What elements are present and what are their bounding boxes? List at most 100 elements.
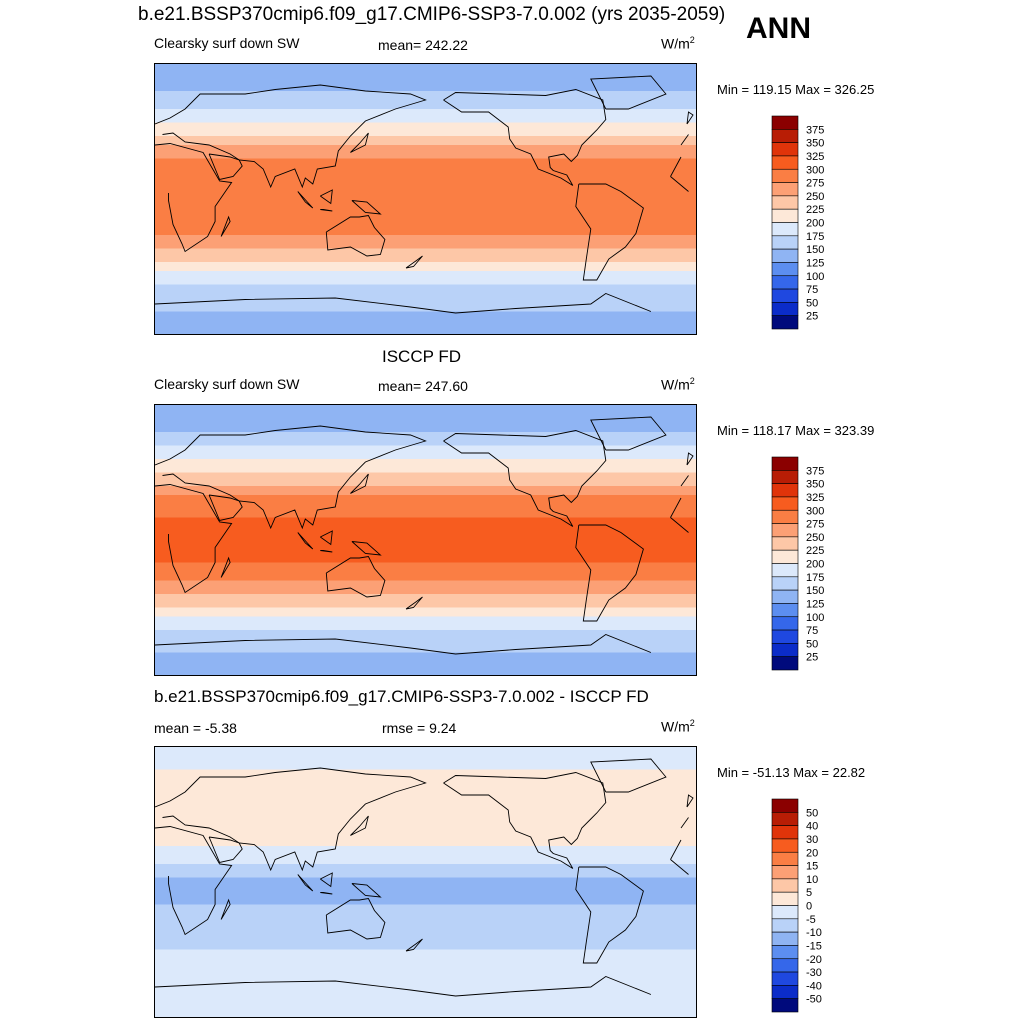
colorbar-tick-label: 275 xyxy=(806,519,824,531)
colorbar-tick-label: 125 xyxy=(806,257,824,269)
field-band xyxy=(155,481,696,487)
field-band xyxy=(155,316,696,322)
colorbar-swatch xyxy=(771,523,799,538)
field-band xyxy=(155,73,696,79)
field-band xyxy=(155,855,696,861)
field-band xyxy=(155,634,696,640)
colorbar-swatch xyxy=(771,195,799,210)
coastline xyxy=(686,794,694,808)
field-band xyxy=(155,508,696,514)
field-band xyxy=(155,1008,696,1014)
colorbar-tick-label: 275 xyxy=(806,178,824,190)
field-band xyxy=(155,127,696,133)
field-band xyxy=(155,118,696,124)
field-band xyxy=(155,239,696,245)
field-band xyxy=(155,765,696,771)
field-band xyxy=(155,990,696,996)
field-band xyxy=(155,648,696,654)
colorbar-swatch xyxy=(771,536,799,551)
coastline xyxy=(686,452,694,466)
coastline xyxy=(320,530,333,546)
colorbar-swatch xyxy=(771,629,799,644)
field-band xyxy=(155,409,696,415)
panel3-colorbar: 50 40 30 20 15 10 5 0 -5 -10 -15 -20 -30 -40 -50 xyxy=(771,798,822,1013)
field-band xyxy=(155,275,696,281)
field-band xyxy=(155,958,696,964)
colorbar-swatch xyxy=(771,603,799,618)
coastline xyxy=(155,292,652,314)
coastline xyxy=(220,898,231,920)
coastline xyxy=(220,215,231,237)
colorbar-swatch xyxy=(771,248,799,263)
colorbar-tick-label: 20 xyxy=(806,847,818,859)
field-band xyxy=(155,158,696,164)
colorbar-swatch xyxy=(771,825,799,840)
field-band xyxy=(155,549,696,555)
field-band xyxy=(155,670,696,675)
colorbar-tick-label: 50 xyxy=(806,807,818,819)
colorbar-swatch xyxy=(771,576,799,591)
field-band xyxy=(155,940,696,946)
colorbar-tick-label: 200 xyxy=(806,559,824,571)
colorbar-tick-label: 0 xyxy=(806,901,812,913)
field-band xyxy=(155,904,696,910)
field-band xyxy=(155,311,696,317)
colorbar-tick-label: 175 xyxy=(806,572,824,584)
field-band xyxy=(155,760,696,766)
field-band xyxy=(155,1012,696,1017)
coastline xyxy=(351,883,382,898)
field-band xyxy=(155,468,696,474)
field-band xyxy=(155,325,696,331)
field-band xyxy=(155,666,696,672)
colorbar-tick-label: -15 xyxy=(806,940,822,952)
field-band xyxy=(155,895,696,901)
coastline xyxy=(351,541,382,556)
field-band xyxy=(155,122,696,128)
colorbar-swatch xyxy=(771,945,799,960)
field-band xyxy=(155,284,696,290)
coastline xyxy=(443,89,607,186)
coastline xyxy=(405,255,423,269)
panel2-map xyxy=(154,404,697,676)
field-band xyxy=(155,320,696,326)
field-band xyxy=(155,486,696,492)
field-band xyxy=(155,454,696,460)
colorbar-swatch xyxy=(771,878,799,893)
colorbar-tick-label: 375 xyxy=(806,124,824,136)
panel3-unit: W/m2 xyxy=(661,718,695,735)
field-band xyxy=(155,221,696,227)
colorbar-tick-label: 15 xyxy=(806,861,818,873)
field-band xyxy=(155,91,696,97)
field-band xyxy=(155,194,696,200)
field-band xyxy=(155,823,696,829)
field-band xyxy=(155,882,696,888)
field-band xyxy=(155,163,696,169)
colorbar-swatch xyxy=(771,222,799,237)
field-band xyxy=(155,154,696,160)
panel1-colorbar: 375 350 325 300 275 250 225 200 175 150 125 100 75 50… xyxy=(771,115,824,330)
field-band xyxy=(155,271,696,277)
field-band xyxy=(155,972,696,978)
colorbar-tick-label: -5 xyxy=(806,914,816,926)
field-band xyxy=(155,994,696,1000)
field-band xyxy=(155,145,696,151)
field-band xyxy=(155,418,696,424)
field-band xyxy=(155,531,696,537)
coastline xyxy=(297,874,314,892)
field-band xyxy=(155,571,696,577)
panel3-title: b.e21.BSSP370cmip6.f09_g17.CMIP6-SSP3-7.… xyxy=(154,687,649,706)
field-bands xyxy=(155,747,696,1017)
field-band xyxy=(155,208,696,214)
field-band xyxy=(155,181,696,187)
colorbar-tick-label: 100 xyxy=(806,612,824,624)
colorbar-tick-label: 150 xyxy=(806,585,824,597)
coastline xyxy=(208,494,243,522)
field-band xyxy=(155,104,696,110)
field-band xyxy=(155,643,696,649)
colorbar-swatch xyxy=(771,235,799,250)
field-band xyxy=(155,751,696,757)
field-band xyxy=(155,544,696,550)
field-band xyxy=(155,212,696,218)
colorbar-tick-label: 100 xyxy=(806,271,824,283)
field-band xyxy=(155,612,696,618)
